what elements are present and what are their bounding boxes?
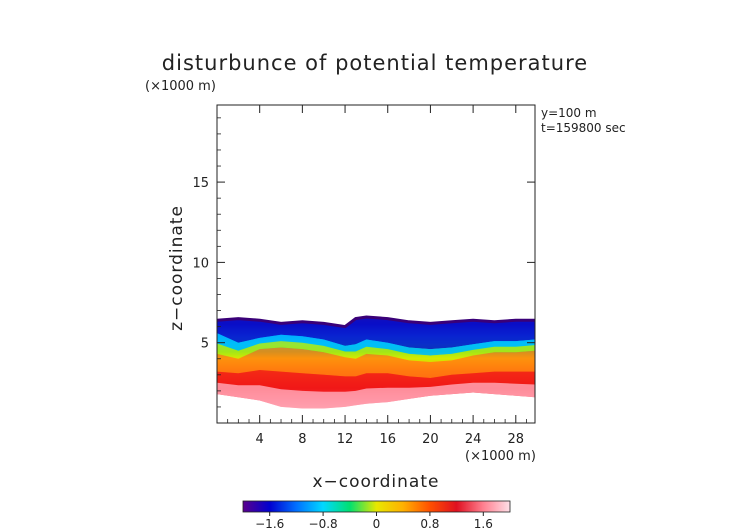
cold-anomaly-band — [217, 317, 535, 350]
colorbar-tick-label: 0 — [373, 517, 381, 531]
transition-band-cyan — [217, 333, 535, 356]
warm-core-band — [217, 370, 535, 392]
y-tick-label: 5 — [201, 337, 209, 352]
chart-title: disturbunce of potential temperature — [162, 51, 588, 75]
colorbar-tick-label: 0.8 — [420, 517, 439, 531]
x-tick-label: 12 — [337, 432, 354, 447]
transition-band-yellow — [217, 341, 535, 362]
colorbar-tick-label: −0.8 — [309, 517, 338, 531]
plot-frame — [216, 104, 536, 424]
annotation-time: t=159800 sec — [541, 121, 626, 135]
colorbar-tick-label: 1.6 — [474, 517, 493, 531]
x-tick-label: 16 — [379, 432, 396, 447]
x-unit-label: (×1000 m) — [465, 449, 536, 464]
warm-anomaly-band — [217, 347, 535, 378]
x-tick-label: 8 — [298, 432, 306, 447]
y-tick-label: 15 — [192, 176, 209, 191]
y-axis-label: z−coordinate — [167, 205, 187, 331]
x-tick-label: 24 — [465, 432, 482, 447]
x-axis-label: x−coordinate — [313, 472, 440, 492]
colorbar-tick-label: −1.6 — [255, 517, 284, 531]
y-tick-label: 10 — [192, 256, 209, 271]
z-unit-label: (×1000 m) — [145, 79, 216, 94]
x-tick-label: 20 — [422, 432, 439, 447]
temperature-field — [217, 315, 535, 409]
x-tick-label: 4 — [256, 432, 264, 447]
y-axis: 5 10 15 — [192, 117, 535, 408]
x-tick-label: 28 — [508, 432, 525, 447]
warm-edge-band — [217, 382, 535, 409]
x-axis: 4 8 12 16 20 24 28 — [227, 105, 527, 447]
colorbar-ticks: −1.6 −0.8 0 0.8 1.6 — [255, 512, 493, 531]
annotation-y: y=100 m — [541, 106, 597, 120]
colorbar — [242, 500, 511, 513]
layer-top-edge — [217, 315, 535, 329]
